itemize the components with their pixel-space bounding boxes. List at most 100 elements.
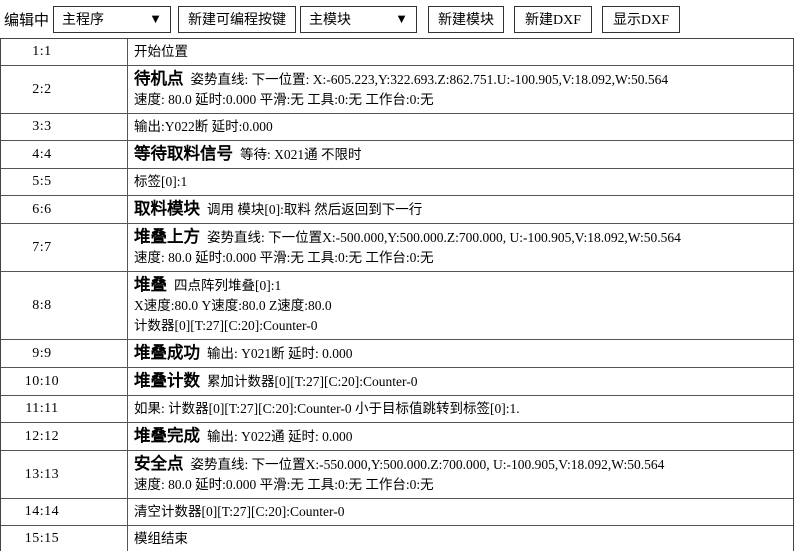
step-detail: 四点阵列堆叠[0]:1	[174, 278, 282, 293]
table-row[interactable]: 13:13 安全点 姿势直线: 下一位置X:-550.000,Y:500.000.Z…	[1, 451, 793, 499]
step-title: 堆叠上方	[134, 227, 200, 246]
row-number: 14:14	[1, 499, 128, 525]
step-line: 模组结束	[134, 529, 789, 549]
table-row[interactable]: 2:2 待机点 姿势直线: 下一位置: X:-605.223,Y:322.693.Z…	[1, 66, 793, 114]
table-row[interactable]: 11:11 如果: 计数器[0][T:27][C:20]:Counter-0 小于…	[1, 396, 793, 423]
table-row[interactable]: 1:1 开始位置	[1, 39, 793, 66]
step-line: 堆叠上方 姿势直线: 下一位置X:-500.000,Y:500.000.Z:700…	[134, 227, 789, 248]
step-detail: 等待: X021通 不限时	[240, 147, 362, 162]
step-detail: 标签[0]:1	[134, 174, 188, 189]
step-line: 速度: 80.0 延时:0.000 平滑:无 工具:0:无 工作台:0:无	[134, 477, 434, 492]
row-content: 如果: 计数器[0][T:27][C:20]:Counter-0 小于目标值跳转…	[128, 396, 793, 422]
step-line: 安全点 姿势直线: 下一位置X:-550.000,Y:500.000.Z:700.…	[134, 454, 789, 475]
row-number: 3:3	[1, 114, 128, 140]
new-dxf-button[interactable]: 新建DXF	[514, 5, 593, 33]
step-detail: 输出: Y021断 延时: 0.000	[207, 346, 353, 361]
step-title: 等待取料信号	[134, 144, 233, 163]
row-content: 堆叠计数 累加计数器[0][T:27][C:20]:Counter-0	[128, 368, 793, 395]
step-line: 开始位置	[134, 42, 789, 62]
row-content: 等待取料信号 等待: X021通 不限时	[128, 141, 793, 168]
program-step-table: 1:1 开始位置 2:2 待机点 姿势直线: 下一位置: X:-605.223,Y:32…	[0, 38, 794, 551]
step-line: 堆叠成功 输出: Y021断 延时: 0.000	[134, 343, 789, 364]
table-row[interactable]: 4:4 等待取料信号 等待: X021通 不限时	[1, 141, 793, 169]
step-detail: 累加计数器[0][T:27][C:20]:Counter-0	[207, 374, 418, 389]
step-detail: 输出:Y022断 延时:0.000	[134, 119, 273, 134]
table-row[interactable]: 12:12 堆叠完成 输出: Y022通 延时: 0.000	[1, 423, 793, 451]
row-content: 堆叠完成 输出: Y022通 延时: 0.000	[128, 423, 793, 450]
step-title: 堆叠成功	[134, 343, 200, 362]
row-number: 2:2	[1, 66, 128, 113]
row-content: 输出:Y022断 延时:0.000	[128, 114, 793, 140]
row-number: 9:9	[1, 340, 128, 367]
step-line: 如果: 计数器[0][T:27][C:20]:Counter-0 小于目标值跳转…	[134, 399, 789, 419]
step-title: 堆叠计数	[134, 371, 200, 390]
step-line: 堆叠 四点阵列堆叠[0]:1	[134, 275, 789, 296]
step-detail: 清空计数器[0][T:27][C:20]:Counter-0	[134, 504, 345, 519]
row-content: 标签[0]:1	[128, 169, 793, 195]
row-number: 11:11	[1, 396, 128, 422]
step-line: 清空计数器[0][T:27][C:20]:Counter-0	[134, 502, 789, 522]
table-row[interactable]: 3:3 输出:Y022断 延时:0.000	[1, 114, 793, 141]
row-content: 堆叠 四点阵列堆叠[0]:1 X速度:80.0 Y速度:80.0 Z速度:80.0 计…	[128, 272, 793, 339]
step-line: 速度: 80.0 延时:0.000 平滑:无 工具:0:无 工作台:0:无	[134, 92, 434, 107]
step-detail: 姿势直线: 下一位置X:-500.000,Y:500.000.Z:700.000…	[207, 230, 681, 245]
step-detail: 模组结束	[134, 531, 188, 546]
module-select-value: 主模块	[309, 13, 352, 28]
row-number: 4:4	[1, 141, 128, 168]
row-content: 堆叠成功 输出: Y021断 延时: 0.000	[128, 340, 793, 367]
table-row[interactable]: 7:7 堆叠上方 姿势直线: 下一位置X:-500.000,Y:500.000.Z:…	[1, 224, 793, 272]
table-row[interactable]: 8:8 堆叠 四点阵列堆叠[0]:1 X速度:80.0 Y速度:80.0 Z速度:80…	[1, 272, 793, 340]
chevron-down-icon: ▼	[149, 11, 163, 26]
step-line: 待机点 姿势直线: 下一位置: X:-605.223,Y:322.693.Z:86…	[134, 69, 789, 90]
program-select-value: 主程序	[62, 13, 105, 28]
program-select[interactable]: 主程序 ▼	[53, 5, 172, 33]
step-detail: 开始位置	[134, 44, 188, 59]
step-detail: 如果: 计数器[0][T:27][C:20]:Counter-0 小于目标值跳转…	[134, 401, 520, 416]
table-row[interactable]: 14:14 清空计数器[0][T:27][C:20]:Counter-0	[1, 499, 793, 526]
row-number: 1:1	[1, 39, 128, 65]
step-line: 堆叠计数 累加计数器[0][T:27][C:20]:Counter-0	[134, 371, 789, 392]
step-detail: 姿势直线: 下一位置X:-550.000,Y:500.000.Z:700.000…	[190, 457, 665, 472]
step-line: 速度: 80.0 延时:0.000 平滑:无 工具:0:无 工作台:0:无	[134, 250, 434, 265]
row-content: 取料模块 调用 模块[0]:取料 然后返回到下一行	[128, 196, 793, 223]
table-row[interactable]: 15:15 模组结束	[1, 526, 793, 551]
row-content: 清空计数器[0][T:27][C:20]:Counter-0	[128, 499, 793, 525]
step-title: 堆叠	[134, 275, 167, 294]
row-content: 安全点 姿势直线: 下一位置X:-550.000,Y:500.000.Z:700.…	[128, 451, 793, 498]
step-detail: 姿势直线: 下一位置: X:-605.223,Y:322.693.Z:862.7…	[190, 72, 669, 87]
step-title: 堆叠完成	[134, 426, 200, 445]
step-line: 输出:Y022断 延时:0.000	[134, 117, 789, 137]
step-line: 取料模块 调用 模块[0]:取料 然后返回到下一行	[134, 199, 789, 220]
step-title: 待机点	[134, 69, 184, 88]
row-number: 12:12	[1, 423, 128, 450]
table-row[interactable]: 9:9 堆叠成功 输出: Y021断 延时: 0.000	[1, 340, 793, 368]
new-module-button[interactable]: 新建模块	[428, 5, 505, 33]
chevron-down-icon: ▼	[395, 11, 409, 26]
row-number: 7:7	[1, 224, 128, 271]
row-number: 6:6	[1, 196, 128, 223]
row-number: 8:8	[1, 272, 128, 339]
step-line: 等待取料信号 等待: X021通 不限时	[134, 144, 789, 165]
step-line: X速度:80.0 Y速度:80.0 Z速度:80.0	[134, 298, 332, 313]
table-row[interactable]: 10:10 堆叠计数 累加计数器[0][T:27][C:20]:Counter-0	[1, 368, 793, 396]
table-row[interactable]: 5:5 标签[0]:1	[1, 169, 793, 196]
row-content: 待机点 姿势直线: 下一位置: X:-605.223,Y:322.693.Z:86…	[128, 66, 793, 113]
step-title: 安全点	[134, 454, 184, 473]
step-title: 取料模块	[134, 199, 200, 218]
step-detail: 输出: Y022通 延时: 0.000	[207, 429, 353, 444]
row-content: 开始位置	[128, 39, 793, 65]
toolbar: 编辑中 主程序 ▼ 新建可编程按键 主模块 ▼ 新建模块 新建DXF 显示DXF	[0, 0, 800, 38]
edit-status-label: 编辑中	[4, 12, 50, 29]
step-detail: 调用 模块[0]:取料 然后返回到下一行	[207, 202, 423, 217]
module-select[interactable]: 主模块 ▼	[300, 5, 418, 33]
step-line: 堆叠完成 输出: Y022通 延时: 0.000	[134, 426, 789, 447]
row-number: 10:10	[1, 368, 128, 395]
row-content: 堆叠上方 姿势直线: 下一位置X:-500.000,Y:500.000.Z:700…	[128, 224, 793, 271]
step-line: 计数器[0][T:27][C:20]:Counter-0	[134, 318, 318, 333]
row-number: 5:5	[1, 169, 128, 195]
row-content: 模组结束	[128, 526, 793, 551]
row-number: 13:13	[1, 451, 128, 498]
new-programmable-key-button[interactable]: 新建可编程按键	[178, 5, 297, 33]
show-dxf-button[interactable]: 显示DXF	[602, 5, 681, 33]
table-row[interactable]: 6:6 取料模块 调用 模块[0]:取料 然后返回到下一行	[1, 196, 793, 224]
